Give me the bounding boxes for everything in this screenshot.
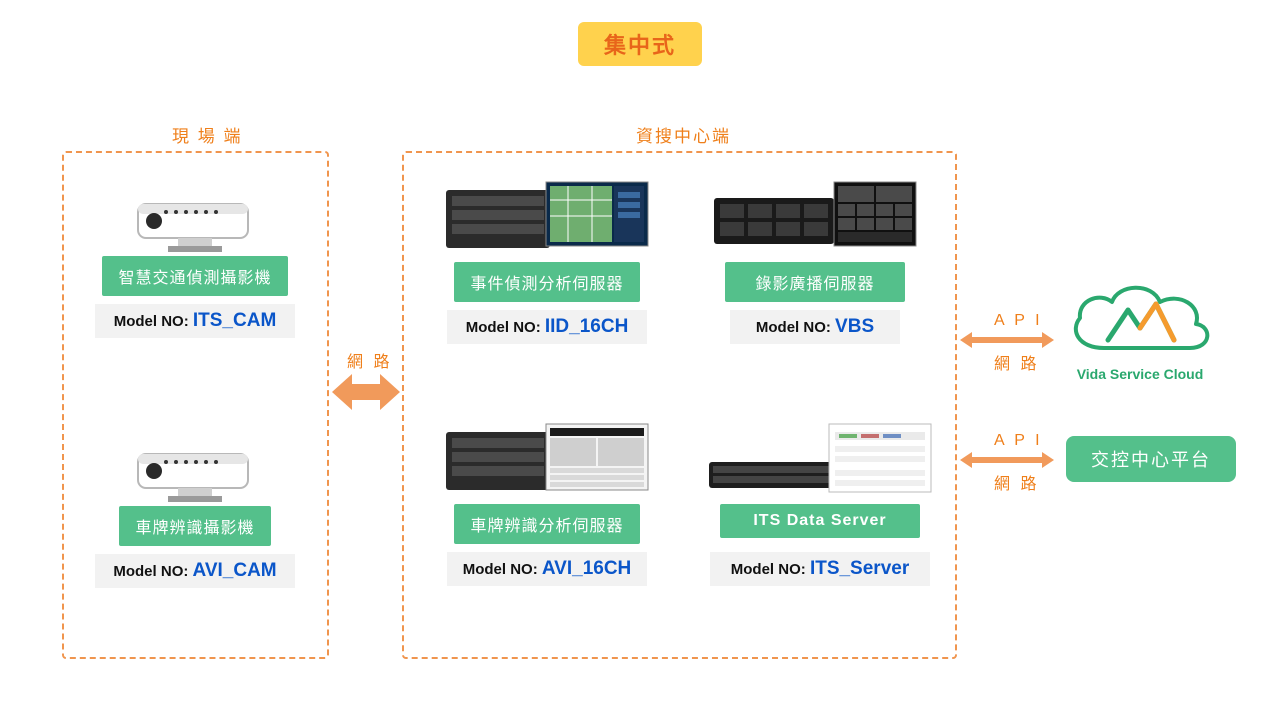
- model-value: AVI_16CH: [542, 558, 631, 579]
- node-iid: 事件偵測分析伺服器 Model NO: IID_16CH: [432, 176, 662, 344]
- server-icon: [705, 418, 935, 504]
- double-arrow-icon: [960, 452, 1054, 468]
- diagram-title: 集中式: [578, 22, 702, 66]
- link-label-api: A P I: [994, 312, 1043, 330]
- model-prefix: Model NO:: [731, 561, 810, 578]
- link-label-network: 網 路: [347, 348, 392, 372]
- node-label: 事件偵測分析伺服器: [454, 262, 639, 302]
- model-row: Model NO: IID_16CH: [447, 310, 647, 344]
- model-row: Model NO: AVI_CAM: [95, 554, 295, 588]
- double-arrow-icon: [960, 332, 1054, 348]
- platform-box: 交控中心平台: [1066, 436, 1236, 482]
- node-avi-cam: 車牌辨識攝影機 Model NO: AVI_CAM: [90, 440, 300, 588]
- model-row: Model NO: VBS: [730, 310, 900, 344]
- camera-icon: [120, 440, 270, 506]
- model-prefix: Model NO:: [466, 319, 545, 336]
- model-value: IID_16CH: [545, 316, 628, 337]
- link-label-api: A P I: [994, 432, 1043, 450]
- node-avi-srv: 車牌辨識分析伺服器 Model NO: AVI_16CH: [432, 418, 662, 586]
- node-label: 車牌辨識分析伺服器: [454, 504, 639, 544]
- model-prefix: Model NO:: [756, 319, 835, 336]
- link-label-network: 網 路: [994, 470, 1039, 494]
- model-row: Model NO: AVI_16CH: [447, 552, 647, 586]
- server-icon: [442, 418, 652, 504]
- model-value: ITS_Server: [810, 558, 909, 579]
- cloud-caption: Vida Service Cloud: [1077, 366, 1204, 382]
- node-its-srv: ITS Data Server Model NO: ITS_Server: [700, 418, 940, 586]
- node-vbs: 錄影廣播伺服器 Model NO: VBS: [700, 176, 930, 344]
- zone-label-datacenter: 資搜中心端: [636, 122, 731, 147]
- node-label: 車牌辨識攝影機: [119, 506, 270, 546]
- model-prefix: Model NO:: [463, 561, 542, 578]
- server-icon: [442, 176, 652, 262]
- camera-icon: [120, 190, 270, 256]
- double-arrow-icon: [332, 370, 400, 414]
- node-label: ITS Data Server: [720, 504, 920, 538]
- cloud-icon: [1060, 278, 1220, 368]
- model-prefix: Model NO:: [113, 563, 192, 580]
- node-label: 錄影廣播伺服器: [725, 262, 905, 302]
- model-value: AVI_CAM: [193, 560, 277, 581]
- model-prefix: Model NO:: [114, 313, 193, 330]
- zone-label-field: 現 場 端: [172, 122, 242, 147]
- server-icon: [710, 176, 920, 262]
- cloud-service: Vida Service Cloud: [1060, 278, 1220, 382]
- model-value: ITS_CAM: [193, 310, 276, 331]
- platform-label: 交控中心平台: [1091, 446, 1211, 472]
- node-its-cam: 智慧交通偵測攝影機 Model NO: ITS_CAM: [90, 190, 300, 338]
- model-value: VBS: [835, 316, 874, 337]
- link-label-network: 網 路: [994, 350, 1039, 374]
- model-row: Model NO: ITS_CAM: [95, 304, 295, 338]
- model-row: Model NO: ITS_Server: [710, 552, 930, 586]
- node-label: 智慧交通偵測攝影機: [102, 256, 287, 296]
